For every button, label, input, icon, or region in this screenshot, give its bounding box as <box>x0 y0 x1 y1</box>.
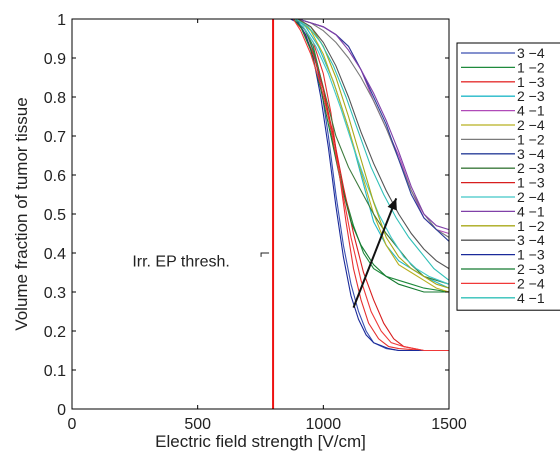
plot-frame <box>71 18 450 410</box>
y-tick-label: 0 <box>57 402 66 419</box>
legend-label: 1 −2 <box>517 131 545 147</box>
series-line-17 <box>72 18 449 352</box>
y-axis: 0 0.1 0.2 0.3 0.4 0.5 0.6 0.7 0.8 0.9 1 <box>44 12 449 419</box>
legend: 3 −41 −21 −32 −34 −12 −41 −23 −42 −31 −3… <box>456 42 560 311</box>
series-line-16 <box>72 18 449 293</box>
legend-label: 4 −1 <box>517 103 545 119</box>
plot-lines <box>72 18 450 409</box>
y-tick-label: 0.7 <box>44 129 66 146</box>
legend-label: 2 −4 <box>517 189 545 205</box>
series-line-15 <box>72 18 449 352</box>
series-line-1 <box>72 18 449 352</box>
legend-label: 2 −3 <box>517 160 545 176</box>
trend-arrow <box>352 198 398 308</box>
series-line-18 <box>72 18 450 281</box>
series-line-11 <box>72 18 450 285</box>
series-line-13 <box>72 18 450 289</box>
legend-label: 2 −4 <box>517 117 545 133</box>
y-tick-label: 1 <box>57 12 66 29</box>
legend-label: 2 −4 <box>517 275 545 291</box>
x-tick-label: 500 <box>184 416 211 433</box>
series-line-12 <box>72 18 450 231</box>
legend-label: 1 −3 <box>517 247 545 263</box>
threshold-label-marker <box>260 252 270 257</box>
legend-label: 1 −3 <box>517 175 545 191</box>
legend-label: 4 −1 <box>517 203 545 219</box>
series-line-6 <box>72 18 450 293</box>
x-axis: 0 500 1000 1500 <box>68 19 467 433</box>
legend-label: 2 −3 <box>517 88 545 104</box>
legend-label: 3 −4 <box>517 146 545 162</box>
y-tick-label: 0.8 <box>44 90 66 107</box>
y-tick-label: 0.5 <box>44 207 66 224</box>
y-tick-label: 0.2 <box>44 324 66 341</box>
legend-label: 3 −4 <box>517 45 545 61</box>
series-line-3 <box>72 18 449 352</box>
y-tick-label: 0.6 <box>44 168 66 185</box>
series-line-2 <box>72 18 450 293</box>
legend-box <box>456 42 560 311</box>
series-line-14 <box>72 18 450 270</box>
x-tick-label: 1000 <box>306 416 342 433</box>
trend-arrow-head <box>387 198 397 211</box>
x-tick-label: 1500 <box>431 416 467 433</box>
y-tick-label: 0.9 <box>44 51 66 68</box>
legend-label: 1 −2 <box>517 218 545 234</box>
legend-label: 3 −4 <box>517 232 545 248</box>
legend-label: 2 −3 <box>517 261 545 277</box>
y-tick-label: 0.1 <box>44 363 66 380</box>
y-tick-label: 0.4 <box>44 246 66 263</box>
y-tick-label: 0.3 <box>44 285 66 302</box>
x-tick-label: 0 <box>68 416 77 433</box>
series-line-9 <box>72 18 450 285</box>
legend-label: 1 −3 <box>517 74 545 90</box>
legend-label: 1 −2 <box>517 59 545 75</box>
series-line-10 <box>72 18 449 352</box>
x-axis-label: Electric field strength [V/cm] <box>155 432 366 451</box>
y-axis-label: Volume fraction of tumor tissue <box>12 97 31 330</box>
threshold-label: Irr. EP thresh. <box>132 254 230 271</box>
legend-label: 4 −1 <box>517 290 545 306</box>
